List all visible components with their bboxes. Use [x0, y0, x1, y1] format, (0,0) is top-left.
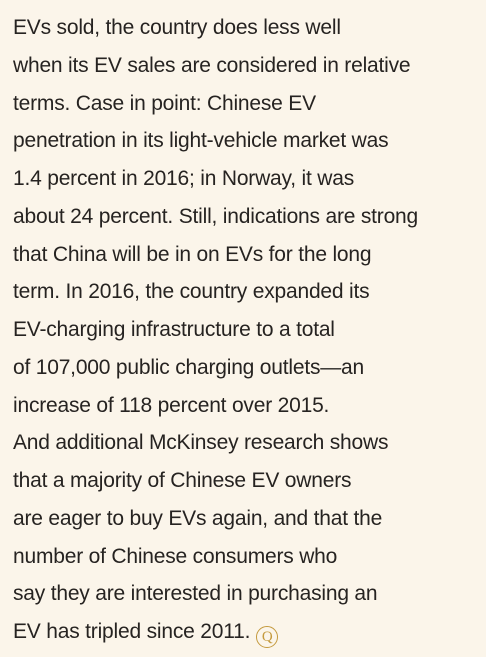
- text-line: terms. Case in point: Chinese EV: [13, 86, 316, 122]
- line-text: about 24 percent. Still, indications are…: [13, 204, 419, 228]
- line-text: increase of 118 percent over 2015.: [13, 393, 330, 417]
- line-text: say they are interested in purchasing an: [13, 582, 378, 606]
- line-text: penetration in its light-vehicle market …: [13, 129, 389, 153]
- line-text: that a majority of Chinese EV owners: [13, 469, 352, 492]
- text-line: EV-charging infrastructure to a total: [13, 312, 335, 348]
- line-text: are eager to buy EVs again, and that the: [13, 506, 383, 530]
- text-line: of 107,000 public charging outlets—an: [13, 350, 364, 386]
- line-text: when its EV sales are considered in rela…: [13, 53, 411, 77]
- line-text: term. In 2016, the country expanded its: [13, 280, 370, 304]
- line-text: of 107,000 public charging outlets—an: [13, 355, 365, 379]
- text-line: term. In 2016, the country expanded its: [13, 274, 370, 310]
- text-line: that China will be in on EVs for the lon…: [13, 237, 372, 273]
- text-line: are eager to buy EVs again, and that the: [13, 501, 382, 537]
- text-line: about 24 percent. Still, indications are…: [13, 199, 418, 235]
- line-text: EVs sold, the country does less well: [13, 16, 341, 39]
- line-text: EV has tripled since 2011.: [13, 620, 251, 643]
- text-line: increase of 118 percent over 2015.: [13, 388, 329, 424]
- end-mark: Q: [256, 626, 279, 648]
- line-text: EV-charging infrastructure to a total: [13, 318, 335, 341]
- text-line: that a majority of Chinese EV owners: [13, 463, 351, 499]
- line-text: terms. Case in point: Chinese EV: [13, 91, 316, 115]
- text-line: number of Chinese consumers who: [13, 539, 337, 575]
- text-line: And additional McKinsey research shows: [13, 425, 388, 461]
- text-line: 1.4 percent in 2016; in Norway, it was: [13, 161, 354, 197]
- line-text: 1.4 percent in 2016; in Norway, it was: [13, 167, 355, 190]
- line-text: that China will be in on EVs for the lon…: [13, 242, 372, 266]
- text-line: EVs sold, the country does less well: [13, 10, 341, 46]
- text-line: EV has tripled since 2011. Q: [13, 614, 279, 650]
- line-text: number of Chinese consumers who: [13, 544, 338, 568]
- text-line: say they are interested in purchasing an: [13, 576, 378, 612]
- line-text: And additional McKinsey research shows: [13, 431, 389, 455]
- text-line: when its EV sales are considered in rela…: [13, 48, 411, 84]
- text-line: penetration in its light-vehicle market …: [13, 123, 389, 159]
